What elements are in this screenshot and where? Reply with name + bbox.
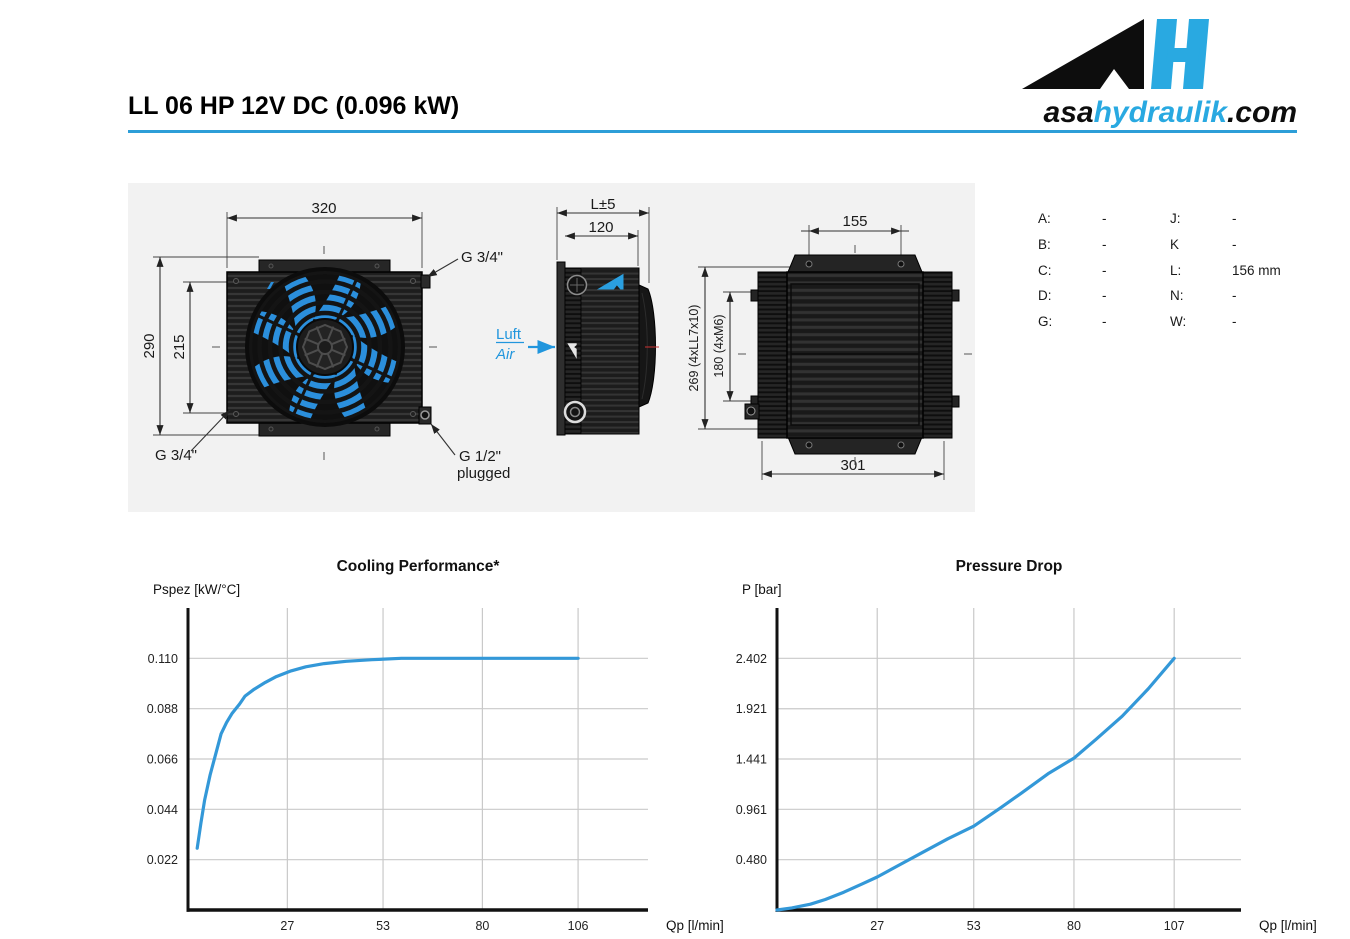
front-dim-height-inner: 215 [171,334,188,359]
svg-text:80: 80 [475,919,489,933]
svg-text:106: 106 [568,919,589,933]
fan-grille-rings [247,269,403,425]
airflow-label-en: Air [495,346,515,363]
spec-value: - [1102,237,1107,253]
svg-text:Cooling Performance*: Cooling Performance* [337,558,501,575]
spec-key: G: [1038,314,1053,330]
front-port-bottom-left-label: G 3/4" [155,447,197,464]
pressure-drop-chart: 0.480 0.961 1.441 1.921 2.402 27 53 80 107 Pressu… [736,558,1317,933]
front-port-bottom-right-label: G 1/2" [459,448,501,465]
port-circle-bottom-plugged [563,400,587,424]
spec-key: A: [1038,211,1051,227]
asa-hydraulik-logo [1022,19,1209,89]
fan [245,267,405,427]
title-rule [128,130,1297,133]
svg-text:53: 53 [376,919,390,933]
svg-text:Qp [l/min]: Qp [l/min] [1259,918,1317,933]
svg-text:27: 27 [870,919,884,933]
svg-text:0.110: 0.110 [148,652,178,666]
page-title: LL 06 HP 12V DC (0.096 kW) [128,92,460,120]
rear-view-drawing: 155 269 (4xLL7x10) 180 (4xM6) 301 [687,213,972,480]
side-tank-left [757,271,788,439]
dimension-table: A: - J: - B: - K - C: - L: 156 mm D: - N: - G: - W: - [1038,206,1318,334]
spec-key: W: [1170,314,1187,330]
front-dim-height-outer: 290 [141,333,158,358]
logo-word-asa: asa [1043,96,1094,129]
logo-wordmark: asahydraulik.com [1044,96,1297,130]
svg-text:Pressure Drop: Pressure Drop [956,558,1063,575]
rear-dim-height-inner: 180 (4xM6) [712,314,726,377]
port-fitting-top-right [420,274,431,289]
svg-text:1.441: 1.441 [736,753,767,767]
side-dim-depth-inner: 120 [588,219,613,236]
side-tank-right [922,271,953,439]
side-dim-depth-outer: L±5 [591,196,616,213]
spec-key: K [1170,237,1180,253]
svg-text:0.066: 0.066 [147,753,178,767]
spec-value: 156 mm [1232,262,1281,278]
svg-text:27: 27 [280,919,294,933]
logo-word-dotcom: .com [1226,96,1297,129]
front-view-drawing: 320 290 215 [141,200,510,482]
spec-value: - [1232,237,1237,253]
airflow-label-de: Luft [496,326,522,343]
fan-grille-arms [253,275,397,419]
cooling-performance-chart: 0.022 0.044 0.066 0.088 0.110 27 53 80 106 Coolin… [147,558,724,933]
svg-text:0.044: 0.044 [147,803,178,817]
technical-drawing-panel: 320 290 215 [128,183,975,512]
rear-dim-width: 301 [840,457,865,474]
front-dim-width: 320 [311,200,336,217]
svg-text:107: 107 [1164,919,1185,933]
svg-text:80: 80 [1067,919,1081,933]
spec-value: - [1102,288,1107,304]
rear-dim-height-outer: 269 (4xLL7x10) [687,305,701,392]
front-port-bottom-right-note: plugged [457,465,510,482]
svg-text:53: 53 [967,919,981,933]
spec-key: C: [1038,262,1052,278]
svg-text:0.088: 0.088 [147,702,178,716]
spec-value: - [1102,262,1107,278]
cooler-flange-side [556,261,566,436]
spec-value: - [1232,211,1237,227]
spec-key: L: [1170,262,1182,278]
spec-key: J: [1170,211,1181,227]
front-port-top-label: G 3/4" [461,249,503,266]
spec-value: - [1232,288,1237,304]
logo-h-glyph [1151,19,1209,89]
svg-text:P [bar]: P [bar] [742,582,782,597]
svg-text:0.961: 0.961 [736,803,767,817]
spec-value: - [1102,211,1107,227]
svg-text:Qp [l/min]: Qp [l/min] [666,918,724,933]
spec-key: N: [1170,288,1184,304]
side-view-drawing: L±5 120 Luft Air [495,196,659,436]
svg-text:0.022: 0.022 [147,853,178,867]
spec-key: B: [1038,237,1051,253]
logo-word-hydraulik: hydraulik [1093,96,1227,129]
spec-key: D: [1038,288,1052,304]
svg-text:2.402: 2.402 [736,652,767,666]
logo-a-swoosh [1022,19,1144,89]
spec-value: - [1102,314,1107,330]
svg-text:1.921: 1.921 [736,702,767,716]
svg-text:Pspez [kW/°C]: Pspez [kW/°C] [153,582,240,597]
rear-dim-hole-spacing: 155 [842,213,867,230]
svg-text:0.480: 0.480 [736,853,767,867]
spec-value: - [1232,314,1237,330]
cooler-body-rear [786,271,924,439]
